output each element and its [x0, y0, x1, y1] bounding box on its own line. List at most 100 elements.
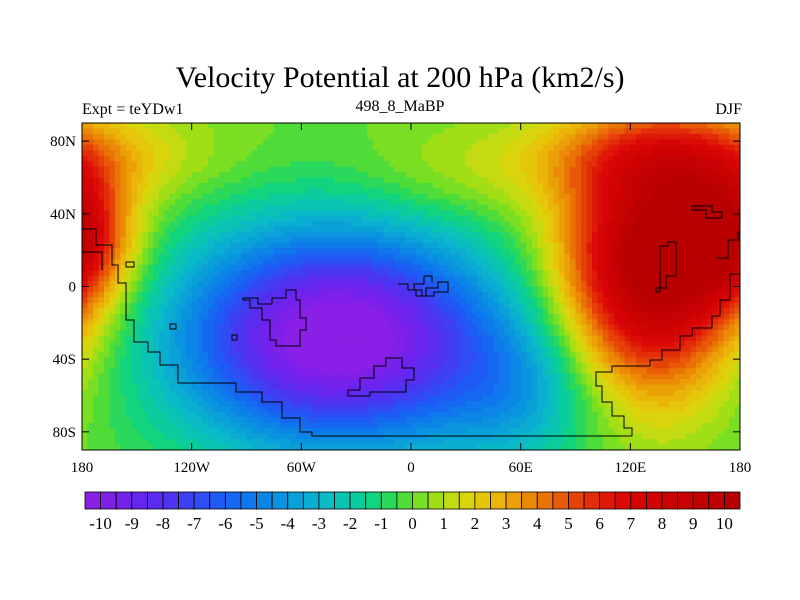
field-cell [114, 172, 121, 179]
field-cell [87, 330, 94, 337]
field-cell [504, 215, 511, 222]
field-cell [696, 248, 703, 255]
field-cell [504, 155, 511, 162]
field-cell [400, 188, 407, 195]
field-cell [438, 286, 445, 293]
field-cell [241, 237, 248, 244]
field-cell [597, 286, 604, 293]
field-cell [197, 275, 204, 282]
field-cell [125, 286, 132, 293]
field-cell [164, 335, 171, 342]
field-cell [136, 324, 143, 331]
field-cell [493, 259, 500, 266]
field-cell [180, 242, 187, 249]
field-cell [273, 259, 280, 266]
field-cell [652, 177, 659, 184]
field-cell [279, 215, 286, 222]
field-cell [509, 210, 516, 217]
field-cell [191, 270, 198, 277]
field-cell [284, 346, 291, 353]
field-cell [734, 259, 740, 266]
field-cell [449, 193, 456, 200]
field-cell [624, 259, 631, 266]
field-cell [208, 188, 215, 195]
field-cell [383, 123, 390, 130]
field-cell [87, 221, 94, 228]
field-cell [109, 123, 116, 130]
field-cell [432, 335, 440, 342]
field-cell [624, 221, 631, 228]
field-cell [279, 242, 286, 249]
field-cell [504, 123, 511, 130]
field-cell [542, 341, 549, 348]
field-cell [191, 161, 198, 168]
field-cell [591, 188, 599, 195]
field-cell [520, 193, 527, 200]
field-cell [553, 264, 560, 271]
field-cell [548, 188, 555, 195]
field-cell [641, 232, 648, 239]
field-cell [454, 291, 461, 298]
field-cell [570, 324, 577, 331]
field-cell [306, 123, 313, 130]
field-cell [498, 297, 505, 304]
field-cell [273, 237, 280, 244]
field-cell [476, 215, 483, 222]
field-cell [197, 161, 204, 168]
field-cell [372, 161, 379, 168]
field-cell [602, 248, 609, 255]
field-cell [213, 166, 220, 173]
field-cell [334, 286, 341, 293]
field-cell [613, 182, 620, 189]
field-cell [657, 133, 664, 140]
field-cell [180, 232, 187, 239]
field-cell [427, 139, 434, 146]
field-cell [696, 182, 703, 189]
field-cell [498, 302, 505, 309]
field-cell [312, 341, 319, 348]
field-cell [103, 210, 111, 217]
field-cell [411, 259, 418, 266]
field-cell [652, 259, 659, 266]
field-cell [290, 259, 297, 266]
field-cell [345, 210, 352, 217]
field-cell [553, 172, 560, 179]
field-cell [707, 237, 714, 244]
field-cell [230, 346, 237, 353]
field-cell [323, 172, 330, 179]
field-cell [158, 297, 165, 304]
field-cell [164, 133, 171, 140]
field-cell [608, 232, 615, 239]
field-cell [493, 297, 500, 304]
field-cell [202, 177, 209, 184]
field-cell [251, 319, 259, 326]
field-cell [306, 275, 313, 282]
field-cell [208, 161, 215, 168]
field-cell [361, 166, 368, 173]
field-cell [191, 346, 198, 353]
field-cell [597, 313, 604, 320]
field-cell [301, 161, 308, 168]
field-cell [652, 172, 659, 179]
field-cell [389, 172, 396, 179]
field-cell [630, 123, 637, 130]
field-cell [657, 248, 664, 255]
field-cell [180, 210, 187, 217]
field-cell [158, 133, 165, 140]
field-cell [515, 335, 522, 342]
field-cell [416, 302, 423, 309]
field-cell [580, 150, 588, 157]
field-cell [312, 253, 319, 260]
field-cell [268, 155, 275, 162]
field-cell [449, 166, 456, 173]
field-cell [251, 150, 259, 157]
field-cell [367, 324, 374, 331]
field-cell [504, 139, 511, 146]
field-cell [597, 188, 604, 195]
field-cell [449, 199, 456, 206]
field-cell [169, 139, 176, 146]
field-cell [306, 313, 313, 320]
field-cell [279, 286, 286, 293]
field-cell [619, 215, 626, 222]
field-cell [262, 182, 270, 189]
